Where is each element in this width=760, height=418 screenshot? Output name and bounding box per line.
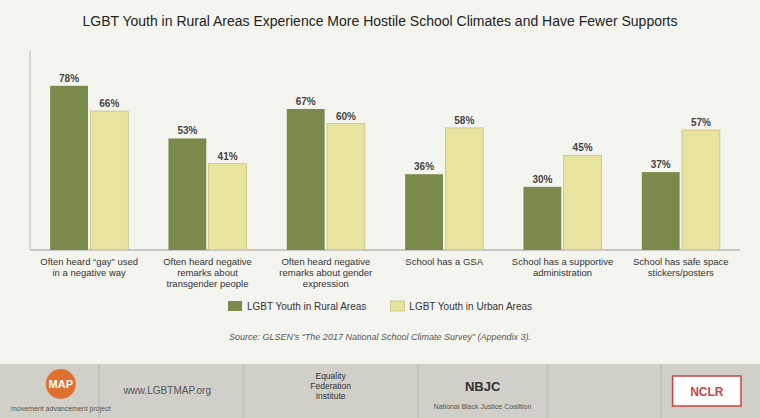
legend-swatch: [228, 301, 242, 311]
source: Source: GLSEN’s “The 2017 National Schoo…: [229, 332, 531, 342]
x-tick-label-line: remarks about: [177, 267, 238, 278]
chart: LGBT Youth in Rural Areas Experience Mor…: [0, 0, 760, 418]
x-tick-label-line: School has safe space: [633, 256, 729, 267]
data-label: 58%: [454, 115, 474, 126]
data-label: 37%: [651, 159, 671, 170]
x-tick-label-line: administration: [533, 267, 592, 278]
data-label: 45%: [573, 142, 593, 153]
x-tick-label-line: Often heard negative: [281, 256, 370, 267]
bar: [445, 128, 483, 250]
legend-item: LGBT Youth in Rural Areas: [228, 301, 366, 312]
footer-divider: [243, 364, 244, 418]
footer-text: MAP: [49, 378, 73, 390]
x-tick-label-line: in a negative way: [52, 267, 126, 278]
data-label: 57%: [691, 117, 711, 128]
x-tick-label: School has safe spacestickers/posters: [633, 256, 729, 278]
footer-divider: [418, 364, 419, 418]
footer-text-line: Federation: [310, 381, 351, 391]
baseline: [30, 250, 740, 251]
bar: [682, 130, 720, 250]
logo-circle: [46, 369, 76, 399]
data-label: 78%: [59, 73, 79, 84]
footer-bar: [0, 364, 760, 418]
x-tick-label-line: Often heard negative: [163, 256, 252, 267]
footer-text: National Black Justice Coalition: [434, 403, 532, 410]
data-label: 60%: [336, 111, 356, 122]
bars: [50, 86, 720, 250]
data-label: 53%: [177, 125, 197, 136]
footer-text: www.LGBTMAP.org: [122, 385, 211, 396]
bar: [405, 174, 443, 250]
title: LGBT Youth in Rural Areas Experience Mor…: [82, 13, 677, 29]
legend-label: LGBT Youth in Rural Areas: [247, 301, 366, 312]
footer-divider: [547, 364, 548, 418]
nclr-box: [673, 376, 741, 406]
data-label: 30%: [532, 174, 552, 185]
bar: [287, 109, 325, 250]
x-tick-label-line: expression: [303, 278, 349, 289]
footer-text: movement advancement project: [11, 405, 111, 413]
footer-divider: [661, 364, 662, 418]
data-labels: 78% 53% 67% 36% 30% 37% 66% 41% 60% 58% 45% 57%: [59, 73, 711, 185]
bar: [168, 138, 206, 250]
legend-item: LGBT Youth in Urban Areas: [390, 301, 532, 312]
x-tick-label-line: School has a GSA: [405, 256, 483, 267]
x-tick-label: Often heard negativeremarks about gender…: [279, 256, 372, 289]
data-label: 41%: [218, 151, 238, 162]
x-tick-label-line: transgender people: [167, 278, 249, 289]
bar: [90, 111, 128, 250]
x-tick-label-line: remarks about gender: [279, 267, 372, 278]
legend-label: LGBT Youth in Urban Areas: [409, 301, 532, 312]
data-label: 36%: [414, 161, 434, 172]
legend: LGBT Youth in Rural Areas LGBT Youth in U…: [228, 301, 532, 312]
x-tick-labels: Often heard “gay” usedin a negative wayO…: [40, 256, 728, 289]
footer-text-line: Institute: [316, 391, 346, 401]
footer-text: EqualityFederationInstitute: [310, 371, 351, 401]
bar: [642, 172, 680, 250]
x-tick-label: School has a GSA: [405, 256, 483, 267]
data-label: 67%: [296, 96, 316, 107]
legend-swatch: [390, 301, 404, 311]
x-tick-label: School has a supportiveadministration: [512, 256, 613, 278]
footer: MAP movement advancement project www.LGBTM…: [0, 364, 760, 418]
bar: [209, 164, 247, 250]
x-tick-label-line: School has a supportive: [512, 256, 613, 267]
x-tick-label-line: stickers/posters: [648, 267, 714, 278]
bar: [327, 124, 365, 250]
data-label: 66%: [99, 98, 119, 109]
background: [0, 0, 760, 418]
footer-text-line: Equality: [315, 371, 346, 381]
footer-text: NBJC: [465, 379, 501, 394]
x-tick-label-line: Often heard “gay” used: [40, 256, 138, 267]
x-tick-label: Often heard negativeremarks abouttransge…: [163, 256, 252, 289]
y-axis-line: [30, 50, 31, 250]
bar: [523, 187, 561, 250]
bar: [50, 86, 88, 250]
x-tick-label: Often heard “gay” usedin a negative way: [40, 256, 138, 278]
bar: [564, 155, 602, 250]
footer-text: NCLR: [690, 385, 724, 399]
